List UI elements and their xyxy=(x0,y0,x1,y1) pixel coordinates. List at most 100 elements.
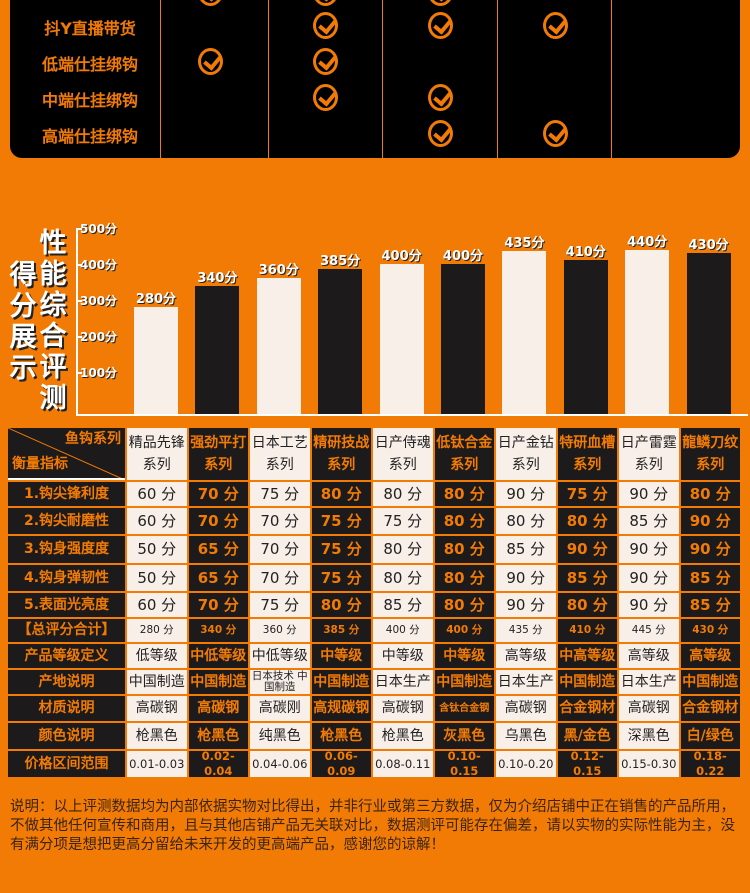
column-divider xyxy=(611,0,612,158)
y-axis xyxy=(76,228,78,416)
table-cell: 白/绿色 xyxy=(680,723,740,749)
table-cell: 85 分 xyxy=(373,593,433,617)
table-cell: 65 分 xyxy=(188,565,248,591)
chart-title-column-2: 得分展示 xyxy=(9,260,37,384)
column-header-line: 系列 xyxy=(450,457,479,473)
row-label: 颜色说明 xyxy=(8,723,125,749)
table-cell: 高碳钢 xyxy=(188,696,248,721)
bar-label: 440分 xyxy=(627,234,668,250)
bar-label: 410分 xyxy=(565,245,606,261)
y-tick xyxy=(76,336,82,338)
table-cell: 75 分 xyxy=(250,593,310,617)
bar-label: 280分 xyxy=(135,292,177,308)
row-label: 1.钩尖锋利度 xyxy=(8,482,125,506)
column-header-line: 精品先锋 xyxy=(128,435,185,451)
table-cell: 80 分 xyxy=(496,508,556,534)
table-cell: 90 分 xyxy=(619,482,679,506)
bar xyxy=(441,264,485,414)
table-cell: 75 分 xyxy=(311,536,371,563)
column-header-line: 日产金钻 xyxy=(497,435,554,451)
bar xyxy=(256,278,301,414)
table-cell: 80 分 xyxy=(434,482,494,506)
bar-label: 400分 xyxy=(442,249,484,264)
table-cell: 0.02-0.04 xyxy=(188,751,248,777)
table-cell: 80 分 xyxy=(557,508,617,534)
table-cell: 中低等级 xyxy=(250,644,310,668)
table-cell: 含钛合金钢 xyxy=(434,696,494,721)
y-tick-label: 300分 xyxy=(80,294,118,308)
y-tick xyxy=(76,264,82,266)
check-circle-icon xyxy=(428,0,453,6)
column-header: 日本工艺 系列 xyxy=(250,428,310,480)
table-cell: 枪黑色 xyxy=(188,723,248,749)
table-cell: 灰黑色 xyxy=(434,723,494,749)
table-cell: 90 分 xyxy=(680,536,740,563)
row-label: 2.钩尖耐磨性 xyxy=(8,508,125,534)
table-cell: 50 分 xyxy=(127,565,187,591)
bar xyxy=(686,253,731,414)
table-cell: 高等级 xyxy=(680,644,740,668)
column-header-line: 系列 xyxy=(327,457,356,473)
bar xyxy=(318,269,363,414)
column-header: 低钛合金 系列 xyxy=(434,428,494,480)
table-cell: 高等级 xyxy=(619,644,679,668)
table-cell: 高碳钢 xyxy=(619,696,679,721)
column-divider xyxy=(497,0,498,158)
table-cell: 合金钢材 xyxy=(680,696,740,721)
column-header: 精研技战 系列 xyxy=(311,428,371,480)
column-header-line: 特研血槽 xyxy=(559,435,616,451)
column-header-line: 系列 xyxy=(142,457,171,473)
table-cell: 80 分 xyxy=(434,508,494,534)
check-circle-icon xyxy=(313,12,338,39)
table-cell: 0.12-0.15 xyxy=(557,751,617,777)
table-cell: 445 分 xyxy=(619,619,679,642)
table-cell: 0.10-0.15 xyxy=(434,751,494,777)
bar xyxy=(195,285,240,414)
table-cell: 乌黑色 xyxy=(496,723,556,749)
check-circle-icon xyxy=(313,84,338,111)
table-cell: 0.15-0.30 xyxy=(619,751,679,777)
x-axis xyxy=(76,414,748,416)
table-cell: 枪黑色 xyxy=(127,723,187,749)
column-header-line: 系列 xyxy=(265,457,294,473)
table-cell: 枪黑色 xyxy=(311,723,371,749)
table-cell: 中等级 xyxy=(373,644,433,668)
chart-title-column-1: 性能综合评测 xyxy=(39,228,67,414)
column-header: 日产雷霆 系列 xyxy=(619,428,679,480)
column-header-line: 日产侍魂 xyxy=(374,435,431,451)
bar xyxy=(502,251,547,414)
table-cell: 410 分 xyxy=(557,619,617,642)
column-header-line: 龍鳞刀纹 xyxy=(682,435,739,451)
table-cell: 60 分 xyxy=(127,593,187,617)
table-cell: 0.04-0.06 xyxy=(250,751,310,777)
column-header-line: 精研技战 xyxy=(313,435,370,451)
column-header-line: 低钛合金 xyxy=(436,435,493,451)
table-cell: 0.18-0.22 xyxy=(680,751,740,777)
table-cell: 黑/金色 xyxy=(557,723,617,749)
column-header-line: 系列 xyxy=(204,457,233,473)
table-cell: 435 分 xyxy=(496,619,556,642)
check-circle-icon xyxy=(198,48,223,75)
check-circle-icon xyxy=(313,0,338,6)
table-cell: 中国制造 xyxy=(680,670,740,694)
table-cell: 高碳钢 xyxy=(496,696,556,721)
table-cell: 75 分 xyxy=(311,508,371,534)
bar-label: 435分 xyxy=(504,236,545,252)
disclaimer-note: 说明：以上评测数据均为内部依据实物对比得出，并非行业或第三方数据，仅为介绍店铺中… xyxy=(10,799,735,853)
table-cell: 340 分 xyxy=(188,619,248,642)
table-cell: 60 分 xyxy=(127,508,187,534)
table-cell: 枪黑色 xyxy=(373,723,433,749)
table-cell: 85 分 xyxy=(680,565,740,591)
y-tick xyxy=(76,372,82,374)
table-cell: 85 分 xyxy=(680,593,740,617)
check-circle-icon xyxy=(543,12,568,39)
y-tick-label: 100分 xyxy=(80,366,118,380)
table-cell: 65 分 xyxy=(188,536,248,563)
table-cell: 80 分 xyxy=(680,482,740,506)
column-header: 日产金钻 系列 xyxy=(496,428,556,480)
column-divider xyxy=(268,0,269,158)
table-cell: 75 分 xyxy=(250,482,310,506)
table-cell: 日本技术 中国制造 xyxy=(250,670,310,694)
table-cell: 90 分 xyxy=(619,565,679,591)
table-cell: 合金钢材 xyxy=(557,696,617,721)
